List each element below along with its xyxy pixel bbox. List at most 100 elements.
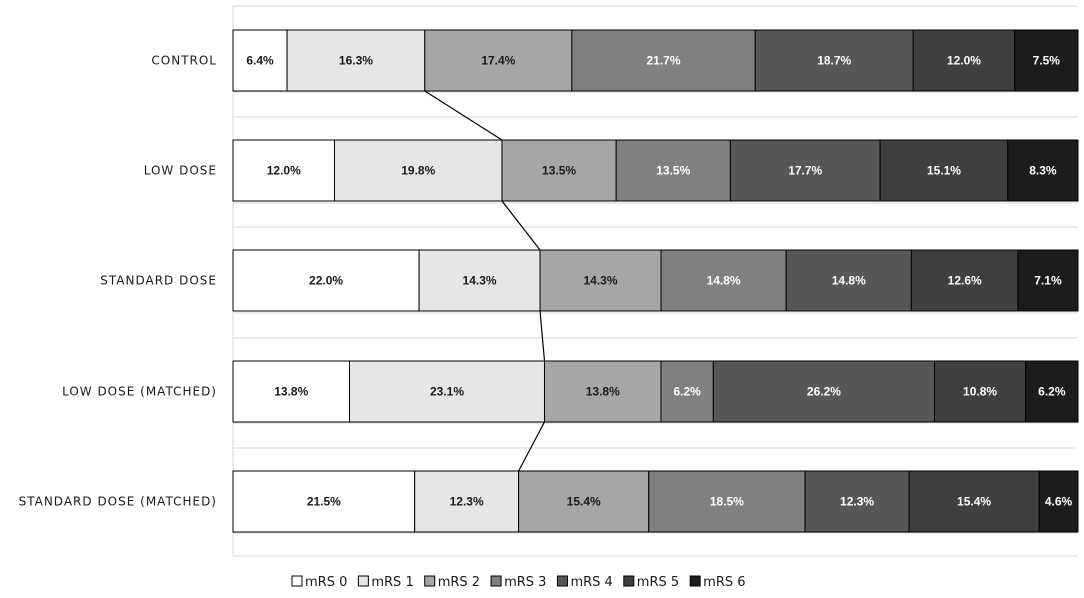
bar-segment-standard-dose-matched-mrs-4 [804, 470, 910, 533]
bar-segment-standard-dose-mrs-1 [418, 249, 541, 312]
legend-swatch [556, 575, 568, 587]
connector-line [501, 200, 541, 251]
category-label-control: CONTROL [151, 54, 217, 68]
bars: 6.4% 16.3% 17.4% 21.7% 18.7% 12.0% 7.5% 12.0% 19… [232, 29, 1079, 533]
legend-swatch [424, 575, 436, 587]
data-label: 6.4% [246, 54, 274, 68]
data-label: 21.7% [647, 54, 681, 68]
data-label: 18.7% [817, 54, 851, 68]
bar-segment-control-mrs-3 [571, 29, 756, 92]
data-label: 6.2% [673, 385, 701, 399]
legend-item-mrs-3: mRS 3 [490, 575, 546, 590]
bar-segment-standard-dose-matched-mrs-0 [232, 470, 416, 533]
bar-segment-control-mrs-2 [424, 29, 573, 92]
bar-row-control: 6.4% 16.3% 17.4% 21.7% 18.7% 12.0% 7.5% [232, 29, 1079, 92]
data-label: 13.8% [586, 385, 620, 399]
legend-label: mRS 2 [438, 575, 480, 590]
bar-segment-control-mrs-6 [1014, 29, 1079, 92]
category-label-low-dose-matched: LOW DOSE (MATCHED) [62, 385, 217, 399]
data-label: 6.2% [1038, 385, 1066, 399]
legend-label: mRS 6 [703, 575, 745, 590]
data-label: 14.8% [832, 274, 866, 288]
data-label: 23.1% [430, 385, 464, 399]
bar-segment-low-dose-mrs-6 [1007, 139, 1079, 202]
data-label: 12.3% [840, 495, 874, 509]
bar-segment-low-dose-matched-mrs-4 [712, 360, 935, 423]
data-label: 10.8% [963, 385, 997, 399]
bar-segment-low-dose-matched-mrs-2 [543, 360, 662, 423]
legend-item-mrs-6: mRS 6 [689, 575, 746, 590]
bar-segment-control-mrs-1 [286, 29, 426, 92]
legend-item-mrs-1: mRS 1 [357, 575, 414, 590]
data-label: 8.3% [1029, 164, 1057, 178]
legend-label: mRS 4 [570, 575, 612, 590]
bar-segment-standard-dose-matched-mrs-2 [518, 470, 650, 533]
data-label: 12.3% [450, 495, 484, 509]
bar-row-standard-dose-matched: 21.5% 12.3% 15.4% 18.5% 12.3% 15.4% 4.6% [232, 470, 1079, 533]
bar-segment-low-dose-mrs-3 [615, 139, 731, 202]
bar-segment-low-dose-mrs-2 [501, 139, 617, 202]
category-label-standard-dose-matched: STANDARD DOSE (MATCHED) [19, 495, 217, 509]
legend-swatch [490, 575, 502, 587]
legend-item-mrs-0: mRS 0 [291, 575, 347, 590]
bar-segment-standard-dose-mrs-6 [1017, 249, 1079, 312]
data-label: 7.5% [1033, 54, 1061, 68]
legend-label: mRS 5 [637, 575, 679, 590]
bar-segment-control-mrs-4 [754, 29, 914, 92]
bar-segment-low-dose-matched-mrs-6 [1025, 360, 1079, 423]
data-label: 26.2% [807, 385, 841, 399]
data-label: 19.8% [401, 164, 435, 178]
legend-label: mRS 0 [305, 575, 347, 590]
data-label: 18.5% [710, 495, 744, 509]
data-label: 13.5% [542, 164, 576, 178]
bar-segment-standard-dose-mrs-2 [539, 249, 662, 312]
bar-segment-low-dose-mrs-5 [879, 139, 1009, 202]
legend-item-mrs-5: mRS 5 [623, 575, 679, 590]
data-label: 14.3% [584, 274, 618, 288]
data-label: 17.7% [788, 164, 822, 178]
category-label-standard-dose: STANDARD DOSE [100, 274, 217, 288]
data-label: 17.4% [481, 54, 515, 68]
bar-row-standard-dose: 22.0% 14.3% 14.3% 14.8% 14.8% 12.6% 7.1% [232, 249, 1079, 312]
data-label: 4.6% [1045, 495, 1073, 509]
bar-segment-standard-dose-mrs-0 [232, 249, 420, 312]
bar-segment-low-dose-mrs-4 [729, 139, 881, 202]
data-label: 16.3% [339, 54, 373, 68]
data-label: 12.6% [948, 274, 982, 288]
connector-line [539, 310, 546, 362]
data-label: 21.5% [307, 495, 341, 509]
bar-segment-standard-dose-matched-mrs-6 [1038, 470, 1079, 533]
data-label: 15.4% [957, 495, 991, 509]
connector-line [424, 90, 503, 141]
data-label: 15.4% [567, 495, 601, 509]
connector-line [518, 421, 546, 472]
legend-swatch [357, 575, 369, 587]
legend-item-mrs-4: mRS 4 [556, 575, 613, 590]
data-label: 12.0% [267, 164, 301, 178]
bar-segment-low-dose-matched-mrs-0 [232, 360, 350, 423]
connector-lines [424, 90, 546, 472]
bar-segment-standard-dose-mrs-5 [910, 249, 1019, 312]
bar-segment-standard-dose-matched-mrs-3 [648, 470, 806, 533]
bar-row-low-dose: 12.0% 19.8% 13.5% 13.5% 17.7% 15.1% 8.3% [232, 139, 1079, 202]
category-labels: CONTROL LOW DOSE STANDARD DOSE LOW DOSE (MA… [19, 54, 217, 509]
legend: mRS 0 mRS 1 mRS 2 mRS 3 mRS 4 mRS 5 mRS 6 [291, 575, 746, 590]
legend-swatch [689, 575, 701, 587]
category-label-low-dose: LOW DOSE [144, 164, 217, 178]
legend-swatch [623, 575, 635, 587]
legend-item-mrs-2: mRS 2 [424, 575, 480, 590]
legend-label: mRS 1 [371, 575, 413, 590]
bar-segment-low-dose-mrs-1 [334, 139, 503, 202]
data-label: 22.0% [309, 274, 343, 288]
legend-label: mRS 3 [504, 575, 546, 590]
data-label: 14.3% [463, 274, 497, 288]
bar-segment-low-dose-matched-mrs-1 [348, 360, 545, 423]
data-label: 13.8% [274, 385, 308, 399]
bar-segment-control-mrs-0 [232, 29, 288, 92]
bar-row-low-dose-matched: 13.8% 23.1% 13.8% 6.2% 26.2% 10.8% 6.2% [232, 360, 1079, 423]
data-label: 7.1% [1034, 274, 1062, 288]
bar-segment-control-mrs-5 [912, 29, 1016, 92]
data-label: 13.5% [656, 164, 690, 178]
legend-swatch [291, 575, 303, 587]
